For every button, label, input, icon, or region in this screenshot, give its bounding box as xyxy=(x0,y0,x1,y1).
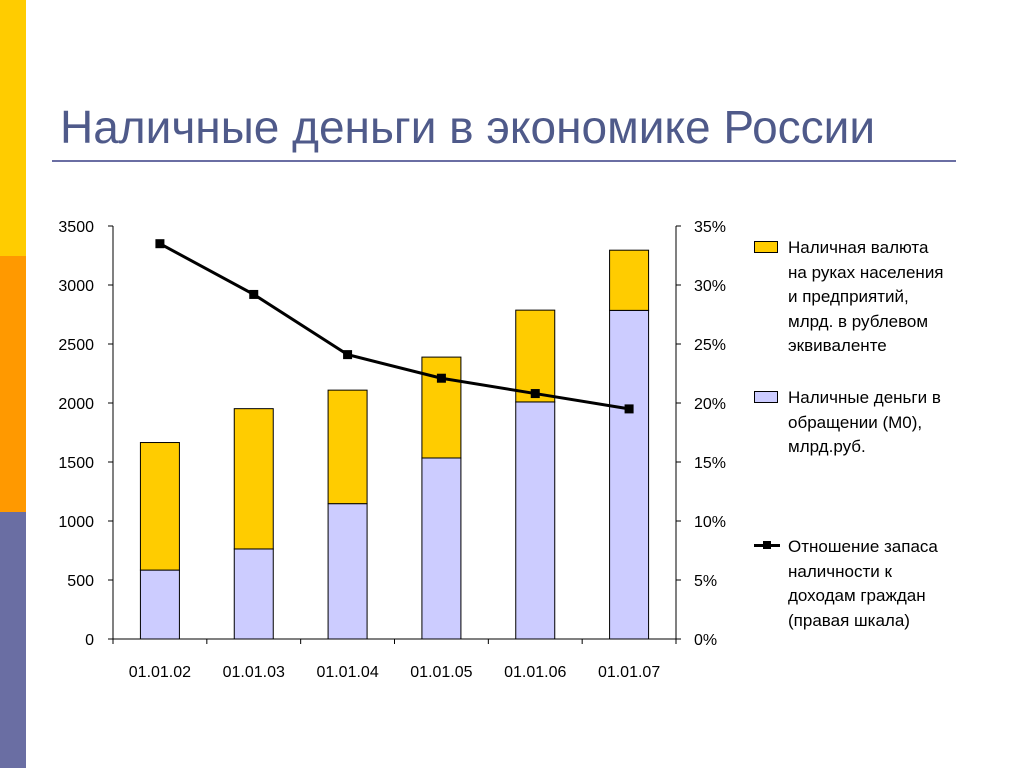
x-tick-label-01.01.04: 01.01.04 xyxy=(316,664,378,681)
bar-m0-01.01.03 xyxy=(233,548,274,640)
legend-label-ratio: Отношение запаса наличности к доходам гр… xyxy=(788,537,938,630)
left-tick-label-500: 500 xyxy=(67,573,94,590)
right-tick-label-15%: 15% xyxy=(694,455,726,472)
legend-label-currency: Наличная валюта на руках населения и пре… xyxy=(788,238,944,355)
x-tick-label-01.01.06: 01.01.06 xyxy=(504,664,566,681)
legend-swatch-currency xyxy=(754,241,778,253)
left-tick-label-2000: 2000 xyxy=(58,396,94,413)
bar-currency-01.01.02 xyxy=(139,442,180,571)
x-tick-label-01.01.03: 01.01.03 xyxy=(223,664,285,681)
x-tick-label-01.01.07: 01.01.07 xyxy=(598,664,660,681)
x-tick-label-01.01.05: 01.01.05 xyxy=(410,664,472,681)
sidebar-stripe xyxy=(0,0,26,768)
legend-label-m0: Наличные деньги в обращении (М0), млрд.р… xyxy=(788,388,941,456)
right-tick-label-5%: 5% xyxy=(694,573,717,590)
left-tick-label-1000: 1000 xyxy=(58,514,94,531)
sidebar-stripe-yellow xyxy=(0,0,26,256)
legend-swatch-m0 xyxy=(754,391,778,403)
ratio-point-01.01.02 xyxy=(155,239,165,249)
bar-currency-01.01.07 xyxy=(609,249,650,311)
left-tick-label-1500: 1500 xyxy=(58,455,94,472)
right-tick-label-20%: 20% xyxy=(694,396,726,413)
bar-currency-01.01.05 xyxy=(421,356,462,459)
right-tick-label-30%: 30% xyxy=(694,278,726,295)
bar-currency-01.01.03 xyxy=(233,408,274,550)
left-tick-label-2500: 2500 xyxy=(58,337,94,354)
bar-m0-01.01.04 xyxy=(327,503,368,640)
sidebar-stripe-orange xyxy=(0,256,26,512)
bar-m0-01.01.05 xyxy=(421,457,462,640)
ratio-point-01.01.07 xyxy=(624,404,634,414)
ratio-point-01.01.05 xyxy=(436,373,446,383)
left-tick-label-0: 0 xyxy=(85,632,94,649)
bar-currency-01.01.04 xyxy=(327,389,368,505)
bar-m0-01.01.07 xyxy=(609,309,650,640)
legend-line-marker xyxy=(763,541,771,549)
ratio-point-01.01.04 xyxy=(343,350,353,360)
bar-m0-01.01.06 xyxy=(515,401,556,640)
bar-currency-01.01.06 xyxy=(515,309,556,403)
sidebar-stripe-blue xyxy=(0,512,26,768)
left-tick-label-3500: 3500 xyxy=(58,219,94,236)
ratio-point-01.01.06 xyxy=(530,389,540,399)
title-underline xyxy=(52,160,956,162)
bar-m0-01.01.02 xyxy=(139,569,180,640)
x-tick-label-01.01.02: 01.01.02 xyxy=(129,664,191,681)
ratio-point-01.01.03 xyxy=(249,289,259,299)
right-tick-label-25%: 25% xyxy=(694,337,726,354)
right-tick-label-0%: 0% xyxy=(694,632,717,649)
right-tick-label-35%: 35% xyxy=(694,219,726,236)
ratio-line xyxy=(159,242,630,411)
left-tick-label-3000: 3000 xyxy=(58,278,94,295)
page-title: Наличные деньги в экономике России xyxy=(60,101,876,153)
right-tick-label-10%: 10% xyxy=(694,514,726,531)
